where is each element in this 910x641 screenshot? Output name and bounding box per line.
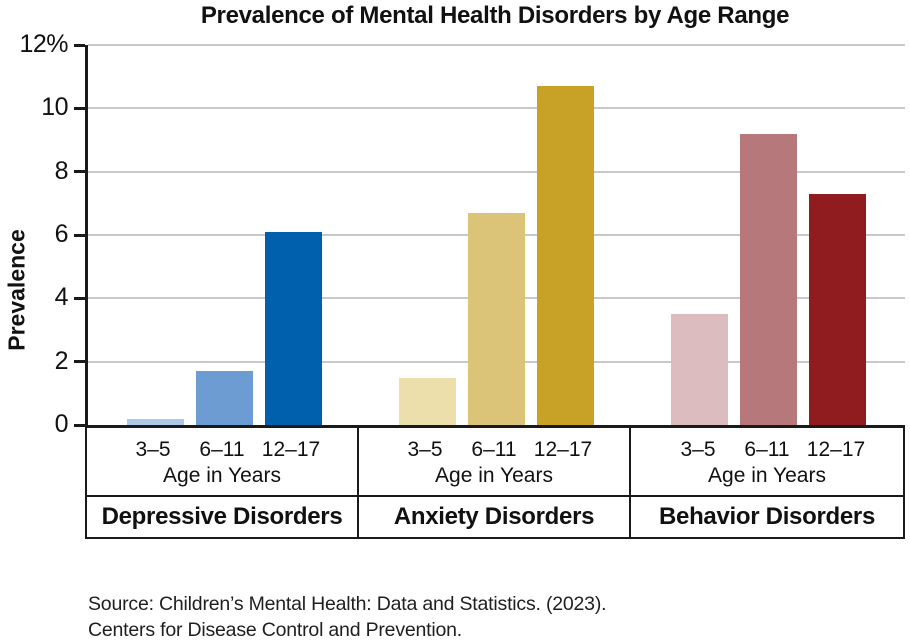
y-tick-6 <box>74 233 85 237</box>
category-table: 3–5 6–11 12–17 Age in Years Depressive Disor… <box>85 428 905 539</box>
gridline-10 <box>88 107 905 110</box>
y-tick-8 <box>74 170 85 174</box>
chart-title: Prevalence of Mental Health Disorders by… <box>200 2 790 29</box>
bar-depressive-3-5 <box>126 418 184 425</box>
age-range-labels: 3–5 6–11 12–17 <box>391 438 598 462</box>
age-label-12-17: 12–17 <box>533 437 593 461</box>
age-range-cell-anxiety: 3–5 6–11 12–17 Age in Years <box>359 428 629 497</box>
source-line-2: Centers for Disease Control and Preventi… <box>88 619 463 641</box>
age-range-labels: 3–5 6–11 12–17 <box>119 438 326 462</box>
y-tick-label-4: 4 <box>54 283 69 312</box>
bar-depressive-6-11 <box>195 371 253 425</box>
y-tick-2 <box>74 360 85 364</box>
y-tick-label-2: 2 <box>54 346 69 375</box>
y-tick-label-12: 12% <box>19 29 68 58</box>
bar-behavior-6-11 <box>740 133 798 425</box>
table-column-behavior: 3–5 6–11 12–17 Age in Years Behavior Disorde… <box>631 428 903 537</box>
table-column-anxiety: 3–5 6–11 12–17 Age in Years Anxiety Disorder… <box>359 428 631 537</box>
y-tick-12 <box>74 43 85 47</box>
y-tick-label-0: 0 <box>54 409 69 438</box>
gridline-8 <box>88 170 905 173</box>
group-name-behavior: Behavior Disorders <box>658 503 875 530</box>
age-range-labels: 3–5 6–11 12–17 <box>664 438 871 462</box>
age-axis-label: Age in Years <box>708 463 826 487</box>
age-range-cell-behavior: 3–5 6–11 12–17 Age in Years <box>631 428 903 497</box>
age-label-3-5: 3–5 <box>407 437 443 461</box>
age-label-12-17: 12–17 <box>806 437 866 461</box>
table-column-depressive: 3–5 6–11 12–17 Age in Years Depressive Disor… <box>87 428 359 537</box>
y-tick-4 <box>74 296 85 300</box>
source-line-1: Source: Children’s Mental Health: Data a… <box>88 593 607 615</box>
plot-area <box>85 44 905 428</box>
age-axis-label: Age in Years <box>435 463 553 487</box>
age-label-6-11: 6–11 <box>471 437 517 461</box>
bar-anxiety-3-5 <box>399 377 456 425</box>
age-label-3-5: 3–5 <box>135 437 171 461</box>
age-label-3-5: 3–5 <box>680 437 716 461</box>
bar-depressive-12-17 <box>264 231 322 425</box>
y-tick-10 <box>74 106 85 110</box>
age-axis-label: Age in Years <box>163 463 281 487</box>
gridline-12 <box>88 44 905 46</box>
y-tick-label-6: 6 <box>54 219 69 248</box>
bar-behavior-12-17 <box>809 193 867 425</box>
bar-behavior-3-5 <box>671 314 729 425</box>
age-label-6-11: 6–11 <box>199 437 245 461</box>
age-range-cell-depressive: 3–5 6–11 12–17 Age in Years <box>87 428 357 497</box>
y-tick-label-8: 8 <box>54 156 69 185</box>
source-citation: Source: Children’s Mental Health: Data a… <box>88 591 607 641</box>
group-name-depressive: Depressive Disorders <box>101 503 343 530</box>
y-tick-label-10: 10 <box>41 93 68 122</box>
age-label-12-17: 12–17 <box>261 437 321 461</box>
group-name-anxiety: Anxiety Disorders <box>393 503 595 530</box>
y-tick-0 <box>74 423 85 427</box>
bar-anxiety-12-17 <box>537 86 594 425</box>
age-label-6-11: 6–11 <box>744 437 790 461</box>
bar-anxiety-6-11 <box>468 212 525 425</box>
